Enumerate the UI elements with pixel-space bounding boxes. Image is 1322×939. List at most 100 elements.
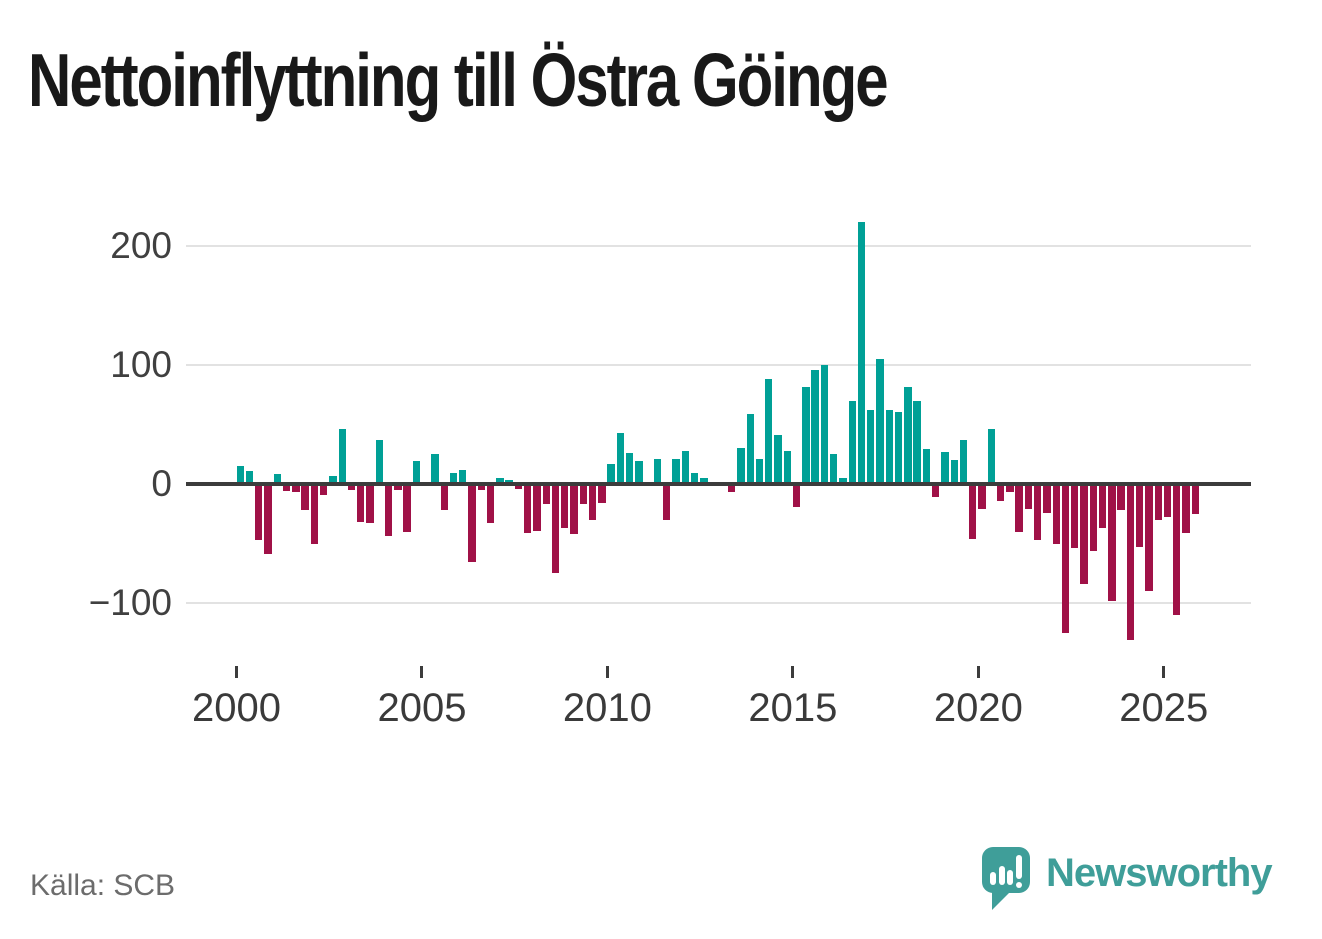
bar-2017q2 (876, 358, 884, 484)
bar-2000q3 (255, 484, 263, 541)
bar-2022q3 (1071, 484, 1079, 549)
bar-2024q1 (1126, 484, 1135, 641)
bar-2024q2 (1135, 484, 1144, 548)
logo-speech-tail-icon (992, 891, 1011, 910)
bar-2019q3 (959, 439, 968, 484)
bar-2014q3 (774, 435, 782, 484)
bar-2015q4 (820, 364, 829, 484)
bar-2011q4 (672, 458, 680, 484)
gridline-200 (186, 244, 1251, 247)
bar-2020q4 (1006, 484, 1014, 493)
bar-2025q4 (1191, 484, 1199, 514)
bar-2001q2 (282, 484, 291, 492)
bar-2025q1 (1163, 484, 1172, 518)
bar-2008q1 (533, 484, 541, 531)
x-axis-label: 2020 (933, 686, 1023, 730)
bar-2009q1 (570, 484, 578, 535)
x-axis-label: 2005 (377, 686, 467, 730)
bar-2021q3 (1033, 484, 1042, 541)
bar-2020q3 (996, 484, 1005, 501)
logo-exclamation-dot-icon (1015, 882, 1022, 888)
bar-2023q4 (1117, 484, 1125, 511)
bar-2023q1 (1089, 484, 1097, 551)
bar-2004q3 (403, 484, 411, 532)
bar-2018q1 (904, 387, 912, 484)
bar-2002q1 (310, 484, 319, 544)
x-axis-tick (420, 666, 424, 678)
bar-2013q2 (727, 484, 736, 493)
logo-chart-bar-icon (990, 872, 996, 885)
bar-2003q3 (366, 484, 374, 524)
bar-2012q1 (681, 450, 689, 484)
bar-2002q4 (338, 429, 346, 484)
bar-2008q3 (551, 484, 560, 574)
bar-2004q2 (394, 484, 402, 490)
bar-2021q4 (1043, 484, 1051, 513)
bar-2022q2 (1061, 484, 1070, 634)
chart-title: Nettoinflyttning till Östra Göinge (28, 38, 889, 122)
bar-2016q1 (829, 454, 838, 484)
newsworthy-icon (982, 847, 1030, 910)
newsworthy-wordmark: Newsworthy (1046, 851, 1273, 895)
bar-2006q3 (477, 484, 485, 490)
logo-exclamation-icon (1015, 855, 1022, 879)
bar-2007q3 (514, 484, 523, 489)
bar-2003q4 (375, 439, 383, 484)
gridline--100 (186, 602, 1251, 605)
bar-2021q1 (1015, 484, 1023, 532)
bar-2013q3 (737, 448, 745, 484)
bar-2022q4 (1080, 484, 1088, 585)
bar-2022q1 (1052, 484, 1060, 544)
bar-2010q4 (635, 461, 643, 484)
bar-2016q3 (848, 400, 856, 484)
bar-2024q4 (1154, 484, 1162, 520)
x-axis-label: 2000 (192, 686, 281, 730)
bar-2016q2 (839, 478, 847, 484)
x-axis-tick (1162, 666, 1166, 678)
bar-2011q2 (653, 458, 662, 484)
bar-2002q3 (329, 475, 337, 484)
bar-2001q4 (301, 484, 309, 511)
bar-2000q1 (236, 466, 244, 484)
gridline-100 (186, 363, 1251, 366)
bar-2004q1 (384, 484, 393, 537)
bar-2020q2 (987, 429, 995, 484)
bar-2007q1 (496, 478, 504, 484)
bar-2024q3 (1145, 484, 1153, 592)
bar-2009q4 (598, 484, 606, 504)
bar-2000q2 (245, 470, 254, 484)
bar-2017q4 (894, 412, 903, 484)
bar-2005q3 (440, 484, 448, 511)
x-axis-label: 2010 (562, 686, 652, 730)
bar-2014q1 (755, 458, 764, 484)
bar-2010q2 (616, 432, 625, 484)
bar-2019q4 (969, 484, 977, 539)
bar-2015q2 (802, 387, 810, 484)
bar-2002q2 (319, 484, 328, 495)
bar-2015q3 (811, 369, 819, 484)
bar-2011q3 (663, 484, 671, 520)
bar-2009q2 (579, 484, 587, 505)
bar-2006q2 (468, 484, 476, 562)
bar-2005q2 (431, 454, 439, 484)
bar-2025q2 (1173, 484, 1181, 616)
bar-2014q4 (783, 450, 791, 484)
bar-2001q1 (273, 474, 281, 484)
bar-2023q2 (1098, 484, 1107, 529)
bar-2007q4 (523, 484, 532, 533)
bar-2008q4 (561, 484, 569, 529)
bar-2009q3 (588, 484, 597, 520)
bar-2004q4 (412, 461, 421, 484)
x-axis-tick (791, 666, 795, 678)
source-label: Källa: SCB (30, 869, 176, 902)
y-axis-label: −100 (88, 582, 172, 624)
bar-2016q4 (857, 221, 866, 484)
bar-2020q1 (978, 484, 986, 510)
bar-2012q3 (700, 478, 708, 484)
y-axis-label: 200 (110, 224, 172, 266)
logo-chart-bar-icon (998, 866, 1005, 885)
x-axis-label: 2015 (748, 686, 838, 730)
bar-2021q2 (1024, 484, 1033, 510)
y-axis-label: 100 (110, 343, 172, 385)
newsworthy-logo: Newsworthy (982, 847, 1292, 917)
